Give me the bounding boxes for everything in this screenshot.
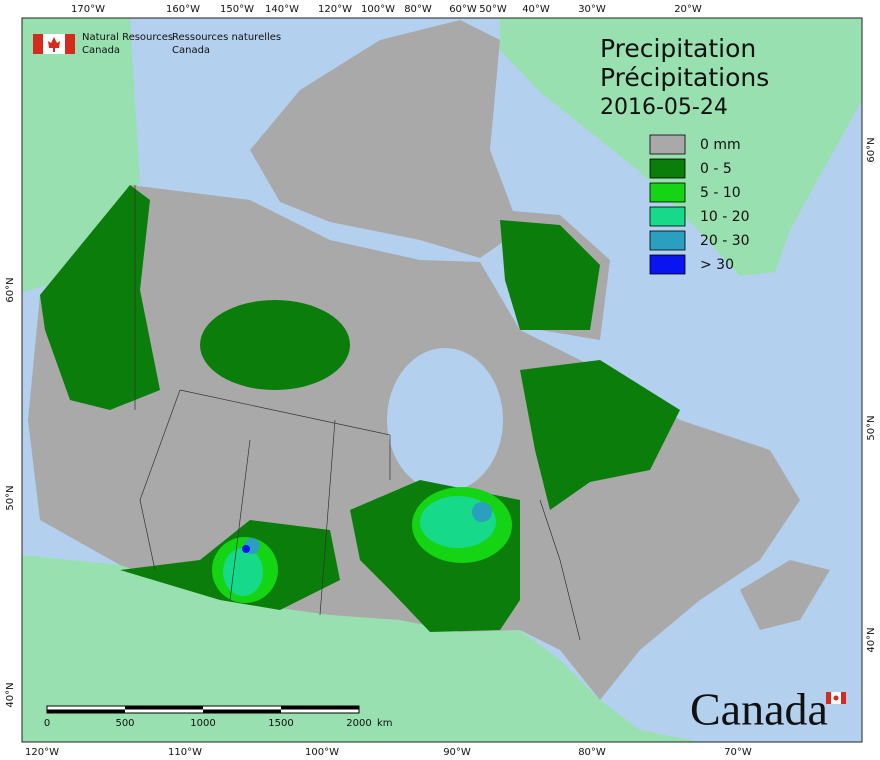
agency-name: Ressources naturelles bbox=[172, 32, 281, 43]
scale-bar-segment bbox=[281, 706, 359, 710]
longitude-label: 90°W bbox=[443, 747, 471, 758]
map-frame bbox=[21, 17, 863, 743]
legend-label: 20 - 30 bbox=[700, 233, 750, 249]
wordmark-flag-bar bbox=[826, 692, 831, 704]
baffin-rain bbox=[500, 220, 600, 330]
legend-swatch bbox=[649, 134, 686, 155]
scale-unit: km bbox=[377, 718, 393, 729]
longitude-label: 120°W bbox=[25, 747, 59, 758]
legend-swatch bbox=[649, 158, 686, 179]
agency-name: Canada bbox=[82, 45, 120, 56]
latitude-label: 50°N bbox=[866, 415, 877, 440]
alaska bbox=[22, 18, 140, 292]
latitude-label: 40°N bbox=[866, 627, 877, 652]
legend-swatch bbox=[649, 230, 686, 251]
longitude-label: 80°W bbox=[578, 747, 606, 758]
legend-label: 5 - 10 bbox=[700, 185, 741, 201]
flag-bar bbox=[65, 34, 75, 54]
latitude-label: 60°N bbox=[5, 277, 16, 302]
scale-label: 0 bbox=[44, 718, 50, 729]
nunavut-rain bbox=[200, 300, 350, 390]
longitude-label: 80°W bbox=[404, 4, 432, 15]
wordmark-leaf bbox=[833, 695, 839, 701]
longitude-label: 70°W bbox=[724, 747, 752, 758]
longitude-label: 110°W bbox=[168, 747, 202, 758]
longitude-label: 30°W bbox=[578, 4, 606, 15]
agency-name: Natural Resources bbox=[82, 32, 173, 43]
legend-label: > 30 bbox=[700, 257, 734, 273]
arctic-islands bbox=[250, 20, 520, 258]
legend-swatch bbox=[649, 206, 686, 227]
legend-label: 0 - 5 bbox=[700, 161, 732, 177]
legend-swatch bbox=[649, 182, 686, 203]
maritimes bbox=[740, 560, 830, 630]
united-states bbox=[22, 555, 700, 742]
longitude-label: 160°W bbox=[166, 4, 200, 15]
scale-label: 1000 bbox=[190, 718, 215, 729]
legend-swatch bbox=[649, 254, 686, 275]
hudson-bay bbox=[387, 348, 503, 492]
prairie-rain-5 bbox=[242, 545, 250, 553]
latitude-label: 60°N bbox=[866, 137, 877, 162]
scale-label: 500 bbox=[115, 718, 134, 729]
prairie-rain-3 bbox=[223, 548, 263, 596]
longitude-label: 120°W bbox=[318, 4, 352, 15]
wordmark: Canada bbox=[690, 684, 828, 735]
northwest-rain bbox=[40, 185, 160, 410]
longitude-label: 100°W bbox=[305, 747, 339, 758]
title: Précipitations bbox=[600, 63, 769, 92]
longitude-label: 60°W bbox=[449, 4, 477, 15]
maple-leaf bbox=[48, 37, 60, 52]
longitude-label: 140°W bbox=[265, 4, 299, 15]
longitude-label: 40°W bbox=[522, 4, 550, 15]
ontario-rain-4 bbox=[472, 502, 492, 522]
scale-bar-segment bbox=[47, 709, 125, 713]
latitude-label: 40°N bbox=[5, 682, 16, 707]
legend-label: 0 mm bbox=[700, 137, 741, 153]
longitude-label: 170°W bbox=[71, 4, 105, 15]
title: Precipitation bbox=[600, 34, 756, 63]
scale-bar-segment bbox=[203, 709, 281, 713]
scale-bar-segment bbox=[125, 706, 203, 710]
longitude-label: 20°W bbox=[674, 4, 702, 15]
legend-label: 10 - 20 bbox=[700, 209, 750, 225]
province-borders bbox=[134, 185, 581, 641]
agency-name: Canada bbox=[172, 45, 210, 56]
quebec-rain bbox=[520, 360, 680, 510]
scale-label: 2000 bbox=[346, 718, 371, 729]
longitude-label: 50°W bbox=[479, 4, 507, 15]
flag-bar bbox=[33, 34, 43, 54]
wordmark-flag-bar bbox=[841, 692, 846, 704]
date: 2016-05-24 bbox=[600, 95, 728, 120]
latitude-label: 50°N bbox=[5, 485, 16, 510]
longitude-label: 100°W bbox=[361, 4, 395, 15]
longitude-label: 150°W bbox=[220, 4, 254, 15]
scale-label: 1500 bbox=[268, 718, 293, 729]
